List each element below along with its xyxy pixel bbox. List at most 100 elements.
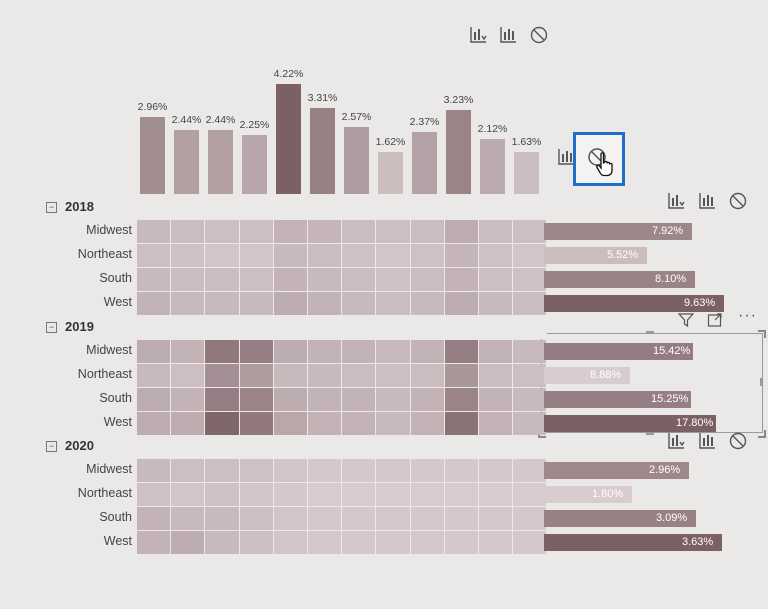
no-drill-icon[interactable] xyxy=(530,26,548,44)
heatmap-cell[interactable] xyxy=(444,364,478,387)
heatmap-cell[interactable] xyxy=(513,531,547,554)
column-bar[interactable] xyxy=(174,130,199,194)
heatmap-cell[interactable] xyxy=(137,244,171,267)
total-bar[interactable] xyxy=(544,271,695,288)
total-bar[interactable] xyxy=(544,391,691,408)
heatmap-cell[interactable] xyxy=(376,244,410,267)
heatmap-cell[interactable] xyxy=(273,483,307,506)
heatmap-cell[interactable] xyxy=(273,268,307,291)
heatmap-cell[interactable] xyxy=(479,388,513,411)
heatmap-cell[interactable] xyxy=(410,388,444,411)
heatmap-cell[interactable] xyxy=(205,340,239,363)
heatmap-cell[interactable] xyxy=(410,412,444,435)
heatmap-cell[interactable] xyxy=(444,531,478,554)
heatmap-cell[interactable] xyxy=(342,459,376,482)
heatmap-cell[interactable] xyxy=(171,507,205,530)
drill-mode-icon[interactable] xyxy=(500,26,518,44)
total-bar[interactable] xyxy=(544,415,716,432)
drill-mode-icon[interactable] xyxy=(699,432,717,450)
heatmap-cell[interactable] xyxy=(410,483,444,506)
heatmap-cell[interactable] xyxy=(205,292,239,315)
heatmap-cell[interactable] xyxy=(308,388,342,411)
heatmap-cell[interactable] xyxy=(239,292,273,315)
heatmap-cell[interactable] xyxy=(513,220,547,243)
heatmap-cell[interactable] xyxy=(513,483,547,506)
heatmap-cell[interactable] xyxy=(444,459,478,482)
heatmap-cell[interactable] xyxy=(513,388,547,411)
heatmap-cell[interactable] xyxy=(444,292,478,315)
heatmap-cell[interactable] xyxy=(479,364,513,387)
heatmap-cell[interactable] xyxy=(137,364,171,387)
heatmap-cell[interactable] xyxy=(171,292,205,315)
heatmap-cell[interactable] xyxy=(137,388,171,411)
column-bar[interactable] xyxy=(310,108,335,194)
heatmap-cell[interactable] xyxy=(171,459,205,482)
heatmap-cell[interactable] xyxy=(376,292,410,315)
resize-handle[interactable] xyxy=(758,430,766,438)
heatmap-cell[interactable] xyxy=(205,483,239,506)
column-bar[interactable] xyxy=(446,110,471,194)
total-bar[interactable] xyxy=(544,486,632,503)
heatmap-cell[interactable] xyxy=(308,483,342,506)
drill-mode-icon[interactable] xyxy=(699,192,717,210)
heatmap-cell[interactable] xyxy=(342,220,376,243)
heatmap-cell[interactable] xyxy=(137,268,171,291)
heatmap-cell[interactable] xyxy=(410,459,444,482)
heatmap-cell[interactable] xyxy=(273,531,307,554)
heatmap-cell[interactable] xyxy=(137,340,171,363)
heatmap-cell[interactable] xyxy=(342,388,376,411)
heatmap-cell[interactable] xyxy=(171,268,205,291)
heatmap-cell[interactable] xyxy=(444,340,478,363)
heatmap-cell[interactable] xyxy=(479,531,513,554)
total-bar[interactable] xyxy=(544,462,689,479)
heatmap-cell[interactable] xyxy=(137,531,171,554)
heatmap-cell[interactable] xyxy=(308,507,342,530)
heatmap-cell[interactable] xyxy=(205,244,239,267)
heatmap-cell[interactable] xyxy=(376,220,410,243)
filter-icon[interactable] xyxy=(677,312,696,330)
year-row-header[interactable]: −2018 xyxy=(46,199,94,214)
heatmap-cell[interactable] xyxy=(410,244,444,267)
heatmap-cell[interactable] xyxy=(479,244,513,267)
year-row-header[interactable]: −2019 xyxy=(46,319,94,334)
heatmap-cell[interactable] xyxy=(479,220,513,243)
heatmap-cell[interactable] xyxy=(273,364,307,387)
heatmap-cell[interactable] xyxy=(410,340,444,363)
heatmap-cell[interactable] xyxy=(308,244,342,267)
heatmap-cell[interactable] xyxy=(444,244,478,267)
no-drill-icon[interactable] xyxy=(729,192,747,210)
total-bar[interactable] xyxy=(544,343,693,360)
year-row-header[interactable]: −2020 xyxy=(46,438,94,453)
total-bar[interactable] xyxy=(544,247,647,264)
heatmap-cell[interactable] xyxy=(342,340,376,363)
heatmap-cell[interactable] xyxy=(239,268,273,291)
collapse-toggle-icon[interactable]: − xyxy=(46,202,57,213)
heatmap-cell[interactable] xyxy=(205,220,239,243)
column-bar[interactable] xyxy=(480,139,505,194)
resize-handle[interactable] xyxy=(646,432,654,435)
total-bar[interactable] xyxy=(544,510,696,527)
heatmap-cell[interactable] xyxy=(342,507,376,530)
heatmap-cell[interactable] xyxy=(376,531,410,554)
heatmap-cell[interactable] xyxy=(376,340,410,363)
heatmap-cell[interactable] xyxy=(273,507,307,530)
column-bar[interactable] xyxy=(344,127,369,194)
heatmap-cell[interactable] xyxy=(171,244,205,267)
heatmap-cell[interactable] xyxy=(273,388,307,411)
selected-no-drill-button[interactable] xyxy=(573,132,625,186)
column-bar[interactable] xyxy=(514,152,539,194)
heatmap-cell[interactable] xyxy=(376,483,410,506)
heatmap-cell[interactable] xyxy=(513,244,547,267)
heatmap-cell[interactable] xyxy=(444,220,478,243)
heatmap-cell[interactable] xyxy=(205,364,239,387)
drill-down-icon[interactable] xyxy=(668,432,686,450)
heatmap-cell[interactable] xyxy=(342,292,376,315)
heatmap-cell[interactable] xyxy=(205,268,239,291)
heatmap-cell[interactable] xyxy=(273,220,307,243)
heatmap-cell[interactable] xyxy=(273,292,307,315)
heatmap-cell[interactable] xyxy=(239,220,273,243)
heatmap-cell[interactable] xyxy=(376,364,410,387)
heatmap-cell[interactable] xyxy=(171,220,205,243)
heatmap-cell[interactable] xyxy=(342,244,376,267)
drill-down-icon[interactable] xyxy=(470,26,488,44)
